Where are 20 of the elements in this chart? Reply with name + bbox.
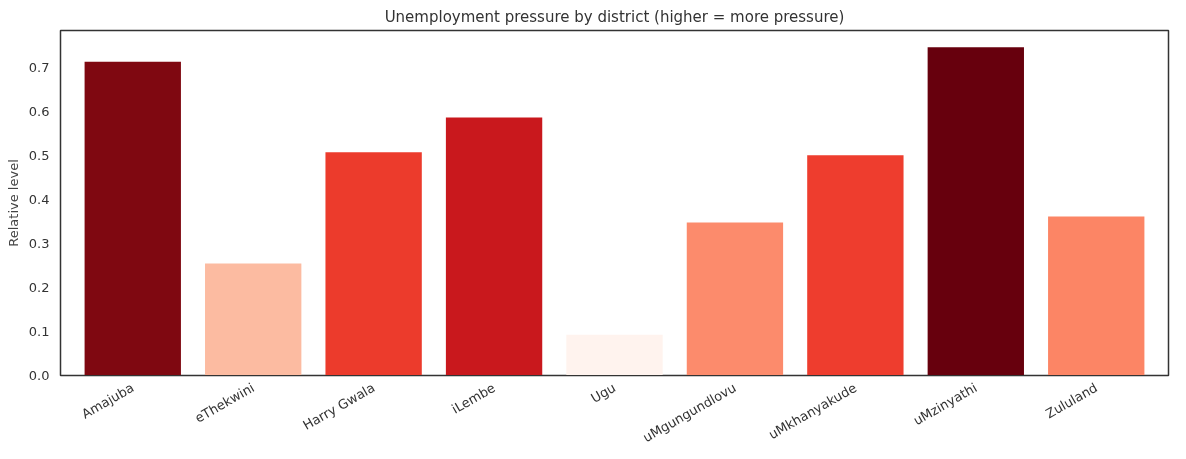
- y-tick-label: 0.5: [28, 148, 50, 164]
- bar: [807, 155, 904, 376]
- bar: [205, 263, 302, 376]
- bar: [445, 117, 543, 376]
- bar: [325, 152, 422, 376]
- bar: [566, 334, 663, 376]
- bar: [927, 47, 1024, 376]
- bar: [686, 222, 784, 376]
- y-tick-label: 0.4: [28, 192, 50, 208]
- y-axis-title: Relative level: [5, 159, 21, 247]
- bar: [1048, 216, 1145, 376]
- y-tick-label: 0.2: [28, 280, 50, 296]
- y-tick-label: 0.0: [28, 368, 50, 383]
- y-tick-label: 0.7: [28, 60, 50, 76]
- chart-title: Unemployment pressure by district (higher = more pressure): [384, 7, 845, 26]
- bar: [84, 61, 181, 376]
- x-tick-label: Ugu: [588, 379, 619, 406]
- y-tick-label: 0.1: [28, 324, 50, 340]
- y-tick-label: 0.6: [28, 104, 50, 120]
- y-tick-label: 0.3: [28, 236, 50, 252]
